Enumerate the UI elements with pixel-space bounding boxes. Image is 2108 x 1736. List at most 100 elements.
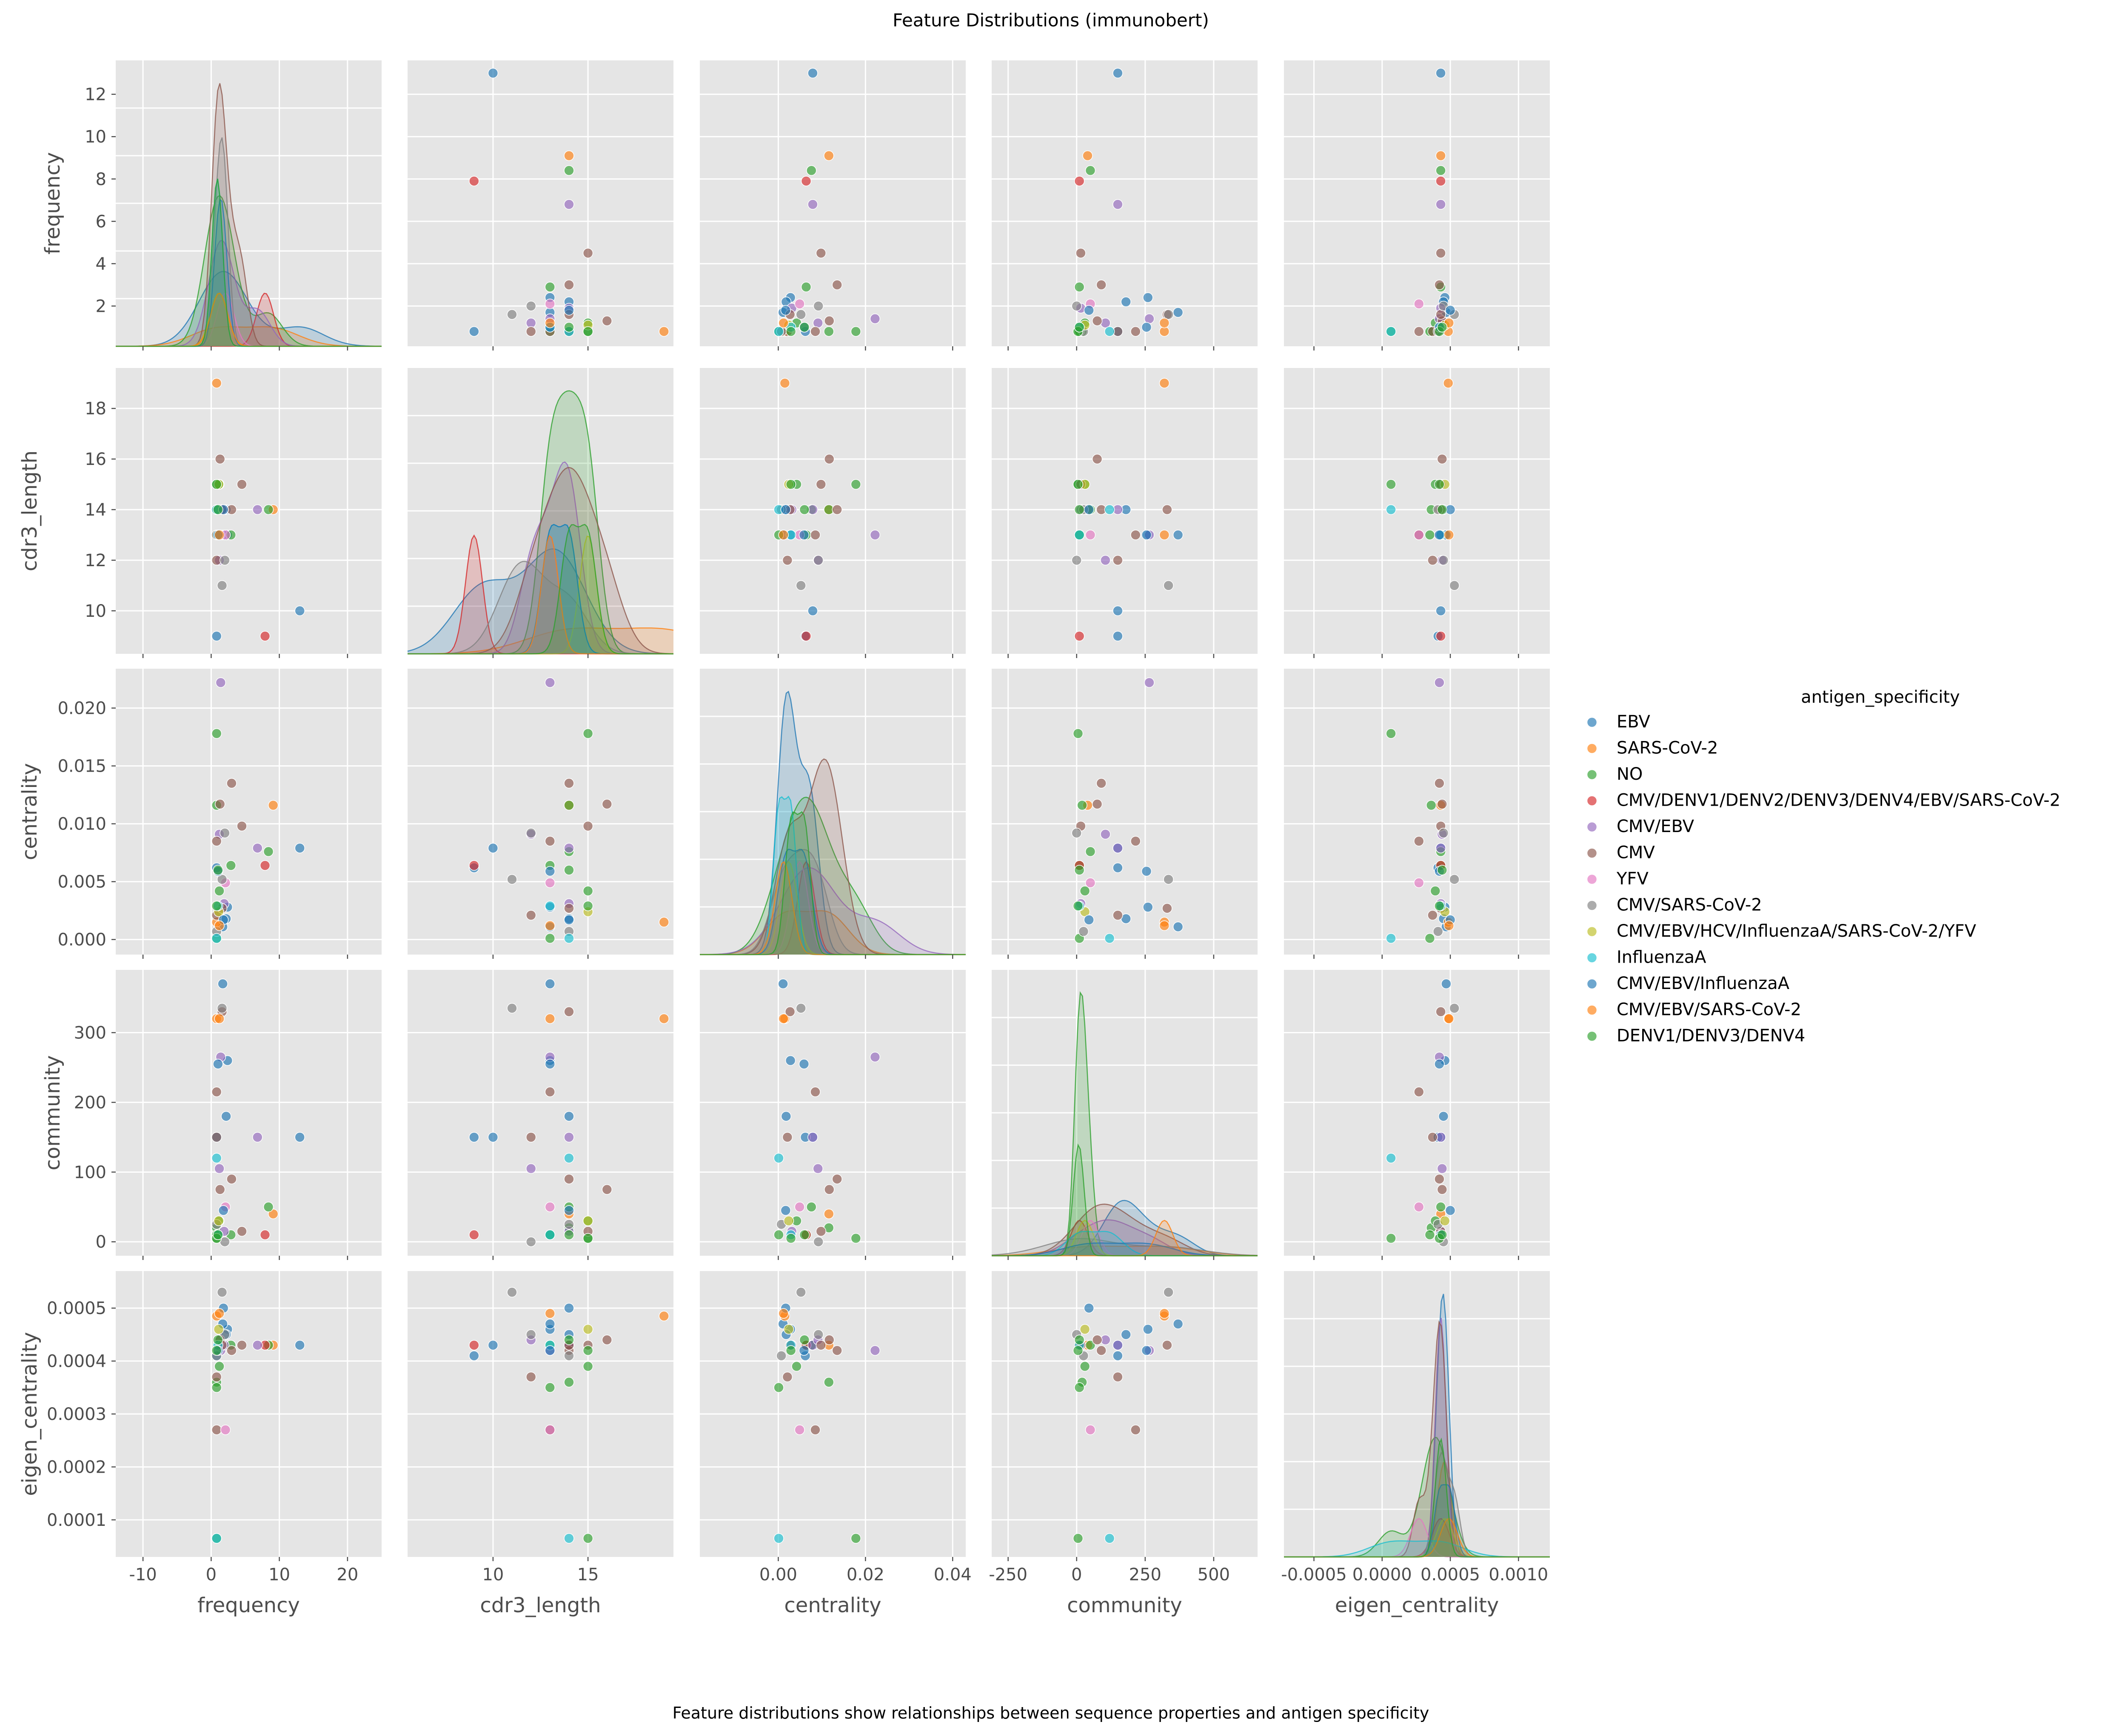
scatter-point — [218, 1205, 229, 1216]
scatter-point — [1172, 921, 1184, 932]
scatter-point — [1443, 530, 1455, 540]
scatter-point — [1112, 605, 1123, 616]
scatter-point — [1427, 910, 1438, 921]
scatter-point — [810, 530, 821, 540]
scatter-point — [469, 1229, 479, 1240]
scatter-point — [813, 1163, 823, 1174]
scatter-point — [807, 605, 818, 616]
legend-title: antigen_specificity — [1801, 687, 1960, 707]
kde-curve — [407, 548, 673, 655]
scatter-point — [1074, 322, 1085, 333]
scatter-point — [1163, 1287, 1174, 1298]
scatter-point — [525, 301, 536, 311]
scatter-point — [813, 301, 824, 311]
panel-community-vs-community — [991, 970, 1258, 1257]
panel-background — [992, 669, 1258, 955]
scatter-point — [1414, 836, 1424, 847]
scatter-point — [214, 1163, 225, 1174]
scatter-point — [781, 1111, 792, 1122]
panel-background — [1284, 368, 1550, 654]
scatter-point — [806, 1202, 817, 1212]
panel-centrality-vs-cdr3_length — [408, 669, 673, 955]
scatter-point — [1434, 1174, 1445, 1184]
scatter-point — [813, 555, 824, 566]
scatter-point — [220, 828, 230, 838]
scatter-point — [564, 199, 574, 210]
scatter-point — [260, 860, 271, 871]
x-tick-label: 0.0000 — [1352, 1565, 1412, 1585]
scatter-point — [564, 933, 574, 944]
panel-frequency-vs-cdr3_length — [408, 60, 673, 346]
scatter-point — [1434, 530, 1445, 540]
scatter-point — [213, 1324, 224, 1335]
scatter-point — [778, 530, 789, 540]
scatter-point — [1074, 504, 1085, 515]
legend-marker — [1586, 795, 1597, 806]
scatter-point — [796, 580, 806, 591]
scatter-point — [564, 1132, 574, 1143]
scatter-point — [525, 1329, 536, 1340]
scatter-point — [1112, 843, 1123, 853]
x-tick-label: 0.04 — [934, 1565, 972, 1585]
panel-frequency-vs-frequency — [116, 60, 382, 347]
scatter-point — [564, 1229, 574, 1240]
scatter-point — [824, 316, 835, 326]
y-tick-label: 10 — [85, 601, 106, 621]
scatter-point — [1073, 1345, 1084, 1356]
scatter-point — [564, 150, 574, 161]
scatter-point — [778, 978, 788, 989]
scatter-point — [1112, 862, 1123, 873]
scatter-point — [780, 504, 791, 515]
panel-eigen_centrality-vs-community — [992, 1271, 1258, 1557]
scatter-point — [237, 479, 247, 490]
scatter-point — [217, 1003, 228, 1014]
scatter-point — [1112, 555, 1123, 566]
scatter-point — [252, 504, 263, 515]
scatter-point — [794, 1202, 805, 1212]
x-tick-label: 250 — [1129, 1565, 1161, 1585]
scatter-point — [582, 886, 593, 896]
scatter-point — [1112, 631, 1123, 641]
scatter-point — [252, 843, 263, 853]
scatter-point — [832, 1174, 842, 1184]
kde-curve — [700, 867, 966, 955]
scatter-point — [1438, 1111, 1449, 1122]
scatter-point — [488, 68, 499, 79]
scatter-point — [1084, 1303, 1094, 1314]
legend-marker — [1586, 743, 1597, 754]
panel-eigen_centrality-vs-cdr3_length — [408, 1271, 673, 1557]
scatter-point — [778, 317, 789, 328]
scatter-point — [263, 846, 274, 857]
legend-entry: YFV — [1616, 869, 1649, 889]
scatter-point — [545, 901, 556, 911]
scatter-point — [214, 1013, 225, 1024]
scatter-point — [1096, 1345, 1107, 1356]
legend-marker — [1586, 848, 1597, 858]
scatter-point — [1104, 933, 1115, 944]
y-tick-label: 12 — [85, 551, 106, 570]
kde-curve — [991, 1246, 1258, 1256]
scatter-point — [1130, 326, 1141, 337]
scatter-point — [799, 1334, 810, 1345]
legend: antigen_specificity EBV SARS-CoV-2 NO CMV/D… — [1586, 687, 2060, 1046]
scatter-point — [545, 1013, 556, 1024]
scatter-point — [870, 314, 881, 324]
scatter-point — [225, 860, 237, 871]
scatter-point — [799, 1345, 810, 1356]
scatter-point — [1437, 453, 1448, 465]
scatter-point — [1163, 309, 1174, 320]
scatter-point — [226, 1174, 237, 1184]
scatter-point — [1443, 378, 1454, 388]
scatter-point — [870, 1345, 881, 1356]
scatter-point — [1424, 530, 1435, 540]
figure-caption: Feature distributions show relationships… — [673, 1704, 1429, 1722]
scatter-point — [1074, 1382, 1085, 1393]
scatter-point — [1112, 1340, 1123, 1351]
scatter-point — [525, 910, 536, 921]
x-tick-label: -250 — [989, 1565, 1027, 1585]
y-tick-label: 0.0002 — [47, 1457, 106, 1477]
scatter-point — [659, 326, 669, 337]
scatter-point — [1443, 920, 1455, 931]
scatter-point — [1082, 150, 1093, 161]
